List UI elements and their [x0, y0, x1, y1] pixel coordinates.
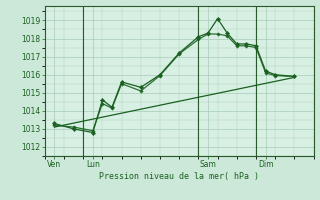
- X-axis label: Pression niveau de la mer( hPa ): Pression niveau de la mer( hPa ): [99, 172, 259, 181]
